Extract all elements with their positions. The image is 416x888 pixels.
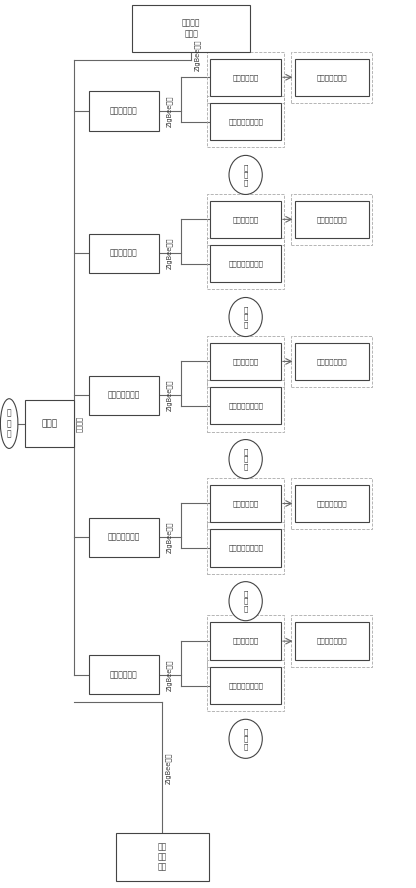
FancyBboxPatch shape	[295, 343, 369, 380]
Text: 灯组区三测控仪: 灯组区三测控仪	[317, 358, 347, 365]
FancyBboxPatch shape	[295, 485, 369, 522]
Text: 传
感
器: 传 感 器	[7, 408, 12, 439]
FancyBboxPatch shape	[210, 245, 281, 282]
Text: 总线信号: 总线信号	[76, 416, 82, 432]
Text: 数
据
库: 数 据 库	[243, 728, 248, 749]
Text: 中置段控制箱: 中置段控制箱	[110, 249, 138, 258]
FancyBboxPatch shape	[89, 234, 159, 273]
FancyBboxPatch shape	[210, 343, 281, 380]
Text: ZigBee信号: ZigBee信号	[166, 237, 173, 269]
FancyBboxPatch shape	[210, 201, 281, 238]
Text: ZigBee信号: ZigBee信号	[166, 95, 173, 127]
Text: 红外
检测
设备: 红外 检测 设备	[158, 842, 167, 872]
Text: ZigBee信号: ZigBee信号	[165, 752, 171, 784]
FancyBboxPatch shape	[210, 622, 281, 660]
Text: 亮度采集器箱: 亮度采集器箱	[233, 216, 259, 223]
FancyBboxPatch shape	[89, 655, 159, 694]
Text: 亮度采集器箱: 亮度采集器箱	[233, 358, 259, 365]
Text: 灯组区一控制箱: 灯组区一控制箱	[108, 533, 140, 542]
Text: 大口段控制箱: 大口段控制箱	[110, 670, 138, 679]
Text: 中置段调光控制方: 中置段调光控制方	[228, 260, 263, 267]
FancyBboxPatch shape	[210, 387, 281, 424]
Text: ZigBee信号: ZigBee信号	[166, 659, 173, 691]
FancyBboxPatch shape	[89, 376, 159, 415]
FancyBboxPatch shape	[295, 622, 369, 660]
Text: 数
据
库: 数 据 库	[243, 306, 248, 328]
FancyBboxPatch shape	[295, 201, 369, 238]
FancyBboxPatch shape	[210, 529, 281, 567]
Text: ZigBee信号: ZigBee信号	[166, 379, 173, 411]
Text: 洞口段调光控制方: 洞口段调光控制方	[228, 118, 263, 125]
Ellipse shape	[229, 297, 262, 337]
FancyBboxPatch shape	[210, 485, 281, 522]
Text: ZigBee信号: ZigBee信号	[166, 521, 173, 553]
Text: 大口段调光控制方: 大口段调光控制方	[228, 682, 263, 689]
Ellipse shape	[229, 440, 262, 479]
Text: 中置亮度测控仪: 中置亮度测控仪	[317, 216, 347, 223]
FancyBboxPatch shape	[132, 5, 250, 52]
Text: 亮度采集器箱: 亮度采集器箱	[233, 638, 259, 645]
Text: 自动车辆
检测器: 自动车辆 检测器	[182, 19, 201, 38]
Text: 数
据
库: 数 据 库	[243, 591, 248, 612]
Text: 上位机: 上位机	[42, 419, 58, 428]
FancyBboxPatch shape	[210, 103, 281, 140]
FancyBboxPatch shape	[89, 91, 159, 131]
Ellipse shape	[0, 399, 18, 448]
Text: 灯组区三控制箱: 灯组区三控制箱	[108, 391, 140, 400]
Text: 大口亮度测控仪: 大口亮度测控仪	[317, 638, 347, 645]
Text: 灯组区一测控仪: 灯组区一测控仪	[317, 500, 347, 507]
Text: ZigBee信号: ZigBee信号	[194, 39, 201, 71]
Text: 数
据
库: 数 据 库	[243, 448, 248, 470]
FancyBboxPatch shape	[210, 667, 281, 704]
Ellipse shape	[229, 582, 262, 621]
Text: 亮度采集器箱: 亮度采集器箱	[233, 74, 259, 81]
FancyBboxPatch shape	[210, 59, 281, 96]
Text: 灯组区一控制节点: 灯组区一控制节点	[228, 544, 263, 551]
FancyBboxPatch shape	[116, 833, 209, 881]
Text: 洞口段控制箱: 洞口段控制箱	[110, 107, 138, 115]
FancyBboxPatch shape	[89, 518, 159, 557]
Text: 洞口亮度测控仪: 洞口亮度测控仪	[317, 74, 347, 81]
Text: 亮度采集器箱: 亮度采集器箱	[233, 500, 259, 507]
FancyBboxPatch shape	[295, 59, 369, 96]
Text: 数
据
库: 数 据 库	[243, 164, 248, 186]
FancyBboxPatch shape	[25, 400, 74, 447]
Ellipse shape	[229, 155, 262, 194]
Text: 灯组区三控制节点: 灯组区三控制节点	[228, 402, 263, 409]
Ellipse shape	[229, 719, 262, 758]
